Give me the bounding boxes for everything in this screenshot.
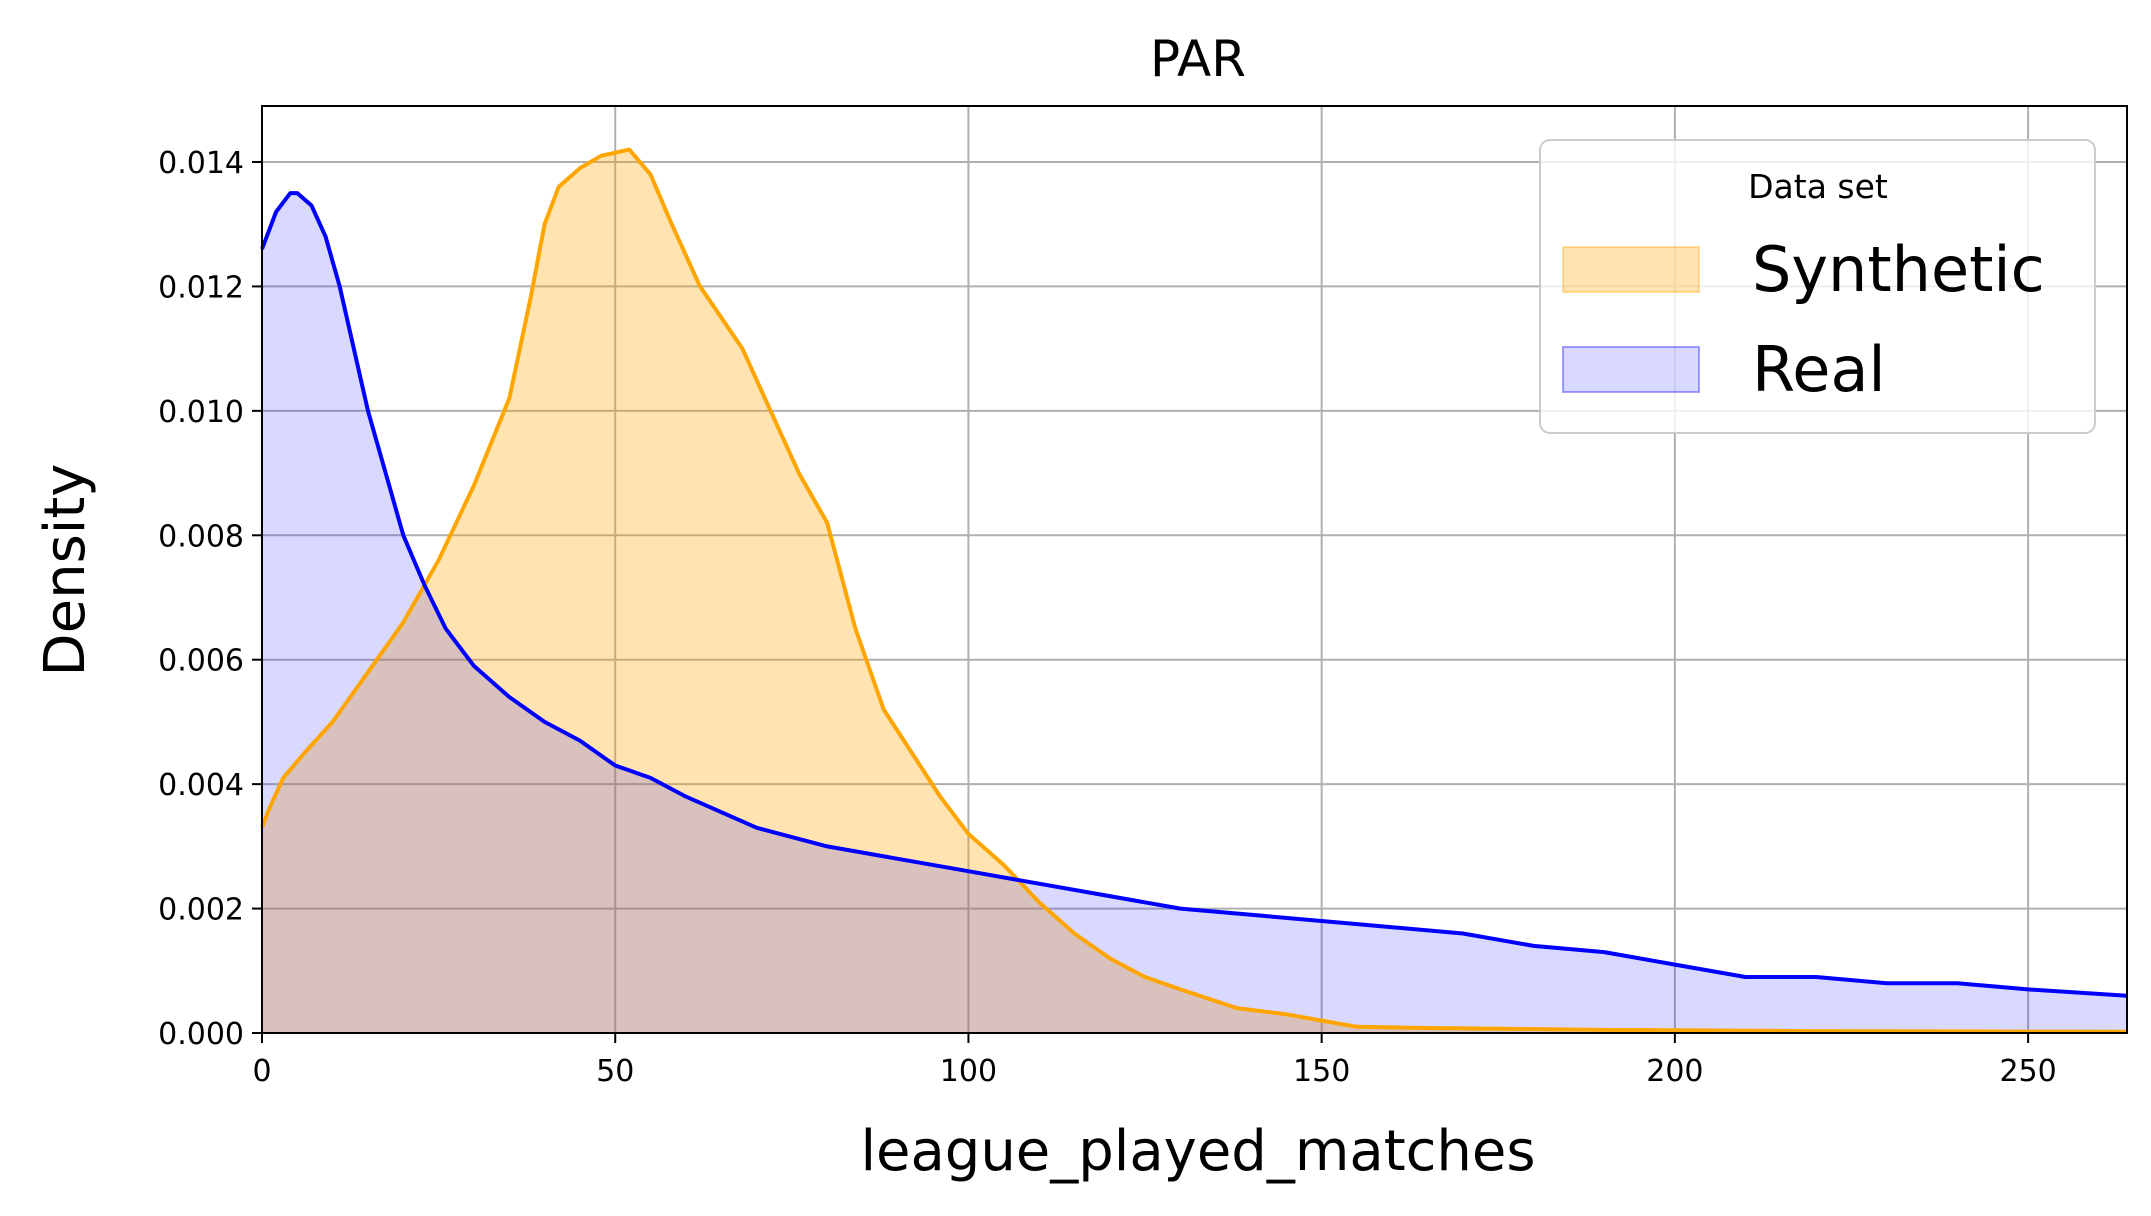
legend-label-real: Real (1752, 333, 1886, 406)
line-layer (260, 147, 2128, 1034)
y-tick-label: 0.006 (158, 644, 244, 679)
y-tick-label: 0.000 (158, 1017, 244, 1052)
x-axis-ticks: 0 50 100 150 200 250 (252, 1033, 2057, 1089)
x-tick-label: 50 (596, 1054, 634, 1089)
x-tick-label: 250 (1999, 1054, 2056, 1089)
plot-frame (261, 105, 2128, 1034)
y-axis-label: Density (33, 464, 98, 677)
area-layer (262, 149, 2127, 1034)
y-tick-label: 0.012 (158, 270, 244, 305)
x-tick-label: 0 (252, 1054, 271, 1089)
y-tick-label: 0.002 (158, 893, 244, 928)
x-tick-label: 100 (940, 1054, 997, 1089)
legend-swatch-synthetic (1562, 246, 1700, 293)
legend-frame (1539, 139, 2096, 434)
legend-label-synthetic: Synthetic (1752, 233, 2045, 306)
y-tick-label: 0.010 (158, 395, 244, 430)
chart-title: PAR (1150, 30, 1246, 88)
x-tick-label: 150 (1293, 1054, 1350, 1089)
y-tick-label: 0.004 (158, 768, 244, 803)
y-tick-label: 0.014 (158, 146, 244, 181)
area-real (262, 193, 2127, 1034)
x-tick-label: 200 (1646, 1054, 1703, 1089)
line-real (260, 191, 2128, 998)
legend: Data set Synthetic Real (1539, 139, 2096, 434)
y-axis-ticks: 0.000 0.002 0.004 0.006 0.008 0.010 0.012 0.014 (158, 146, 262, 1052)
legend-swatch-real (1562, 346, 1700, 393)
area-synthetic (262, 149, 2127, 1034)
line-synthetic (260, 147, 2128, 1034)
y-tick-label: 0.008 (158, 519, 244, 554)
x-axis-label: league_played_matches (860, 1119, 1535, 1184)
legend-title: Data set (1748, 167, 1888, 206)
